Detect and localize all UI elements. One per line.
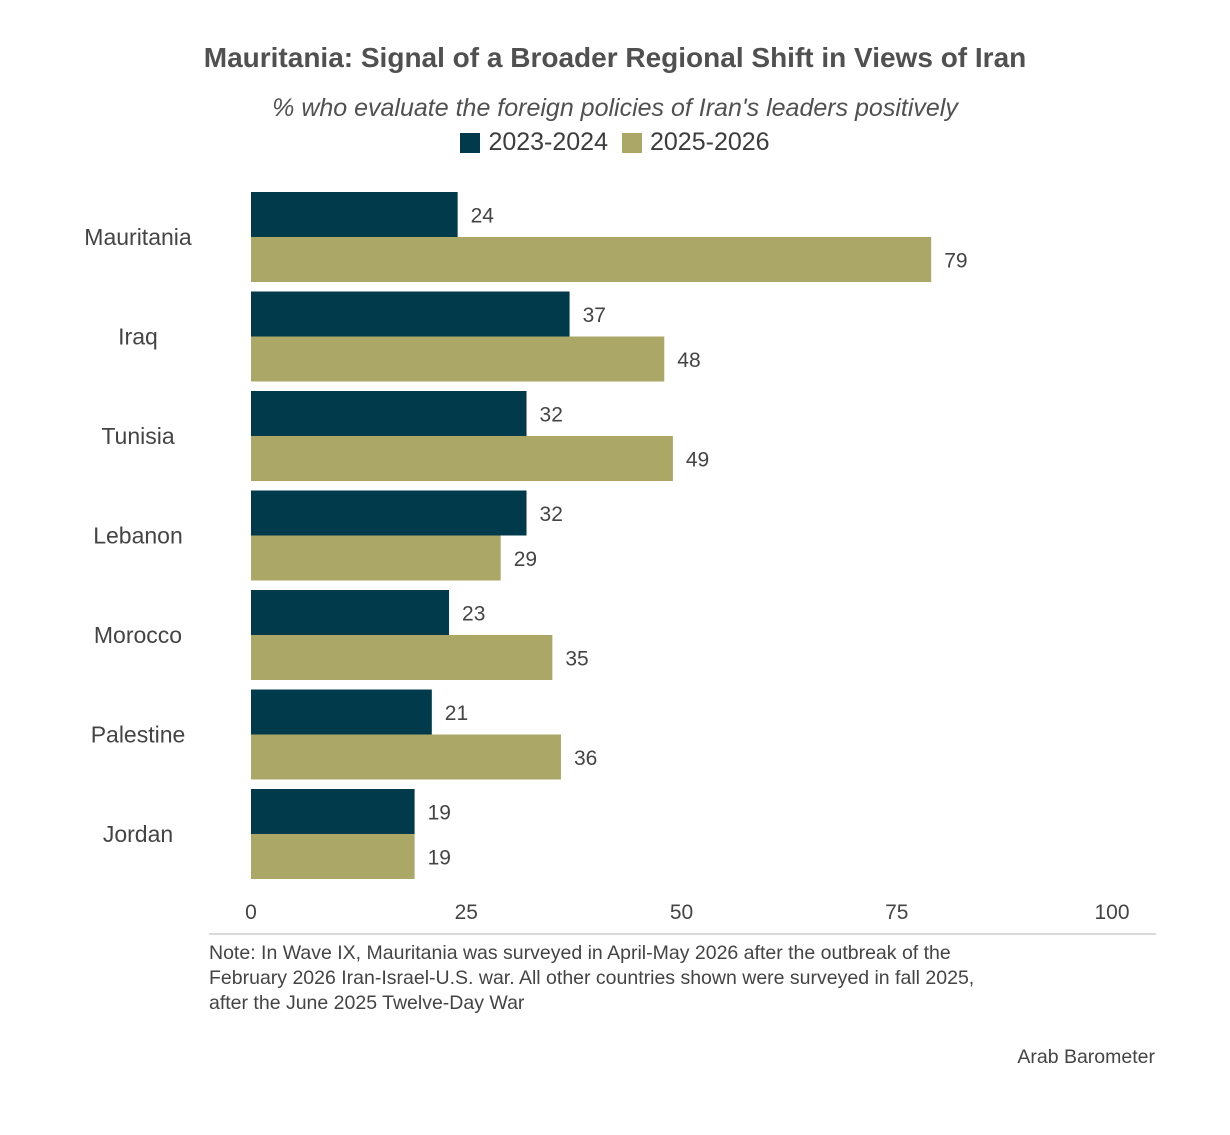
data-label-lebanon-2025-2026: 29 — [514, 548, 537, 571]
legend-swatch-2023-2024 — [460, 132, 481, 153]
x-tick-75: 75 — [885, 901, 908, 924]
x-tick-100: 100 — [1094, 901, 1129, 924]
data-label-morocco-2023-2024: 23 — [462, 603, 485, 626]
data-label-morocco-2025-2026: 35 — [565, 648, 588, 671]
note-line-3: after the June 2025 Twelve-Day War — [209, 992, 525, 1014]
bar-palestine-2025-2026 — [251, 734, 561, 780]
note-line-2: February 2026 Iran-Israel-U.S. war. All … — [209, 967, 975, 989]
data-label-palestine-2025-2026: 36 — [574, 747, 597, 770]
chart-subtitle: % who evaluate the foreign policies of I… — [272, 94, 958, 122]
data-label-jordan-2023-2024: 19 — [428, 802, 451, 825]
legend-item-2025-2026: 2025-2026 — [622, 128, 770, 157]
bar-iraq-2023-2024 — [251, 291, 570, 337]
bar-tunisia-2023-2024 — [251, 391, 527, 436]
legend-item-2023-2024: 2023-2024 — [460, 128, 608, 157]
bar-mauritania-2023-2024 — [251, 192, 458, 237]
category-label-lebanon: Lebanon — [93, 523, 183, 549]
data-label-mauritania-2023-2024: 24 — [471, 205, 495, 228]
bar-palestine-2023-2024 — [251, 689, 432, 735]
chart-note: Note: In Wave IX, Mauritania was surveye… — [209, 941, 1139, 1016]
legend-label-2023-2024: 2023-2024 — [488, 128, 608, 156]
data-label-iraq-2023-2024: 37 — [583, 304, 606, 327]
data-label-palestine-2023-2024: 21 — [445, 702, 468, 725]
category-label-tunisia: Tunisia — [101, 423, 174, 449]
bar-lebanon-2025-2026 — [251, 535, 501, 581]
bar-morocco-2025-2026 — [251, 635, 553, 680]
bar-mauritania-2025-2026 — [251, 237, 932, 282]
legend-swatch-2025-2026 — [622, 132, 642, 153]
data-label-tunisia-2025-2026: 49 — [686, 449, 709, 472]
bar-jordan-2023-2024 — [251, 789, 415, 834]
category-label-palestine: Palestine — [91, 722, 186, 748]
data-label-iraq-2025-2026: 48 — [677, 349, 700, 372]
bar-tunisia-2025-2026 — [251, 436, 673, 481]
data-label-mauritania-2025-2026: 79 — [944, 250, 967, 273]
legend: 2023-2024 2025-2026 — [0, 128, 1230, 157]
data-label-tunisia-2023-2024: 32 — [540, 404, 563, 427]
x-tick-50: 50 — [670, 901, 693, 924]
data-label-lebanon-2023-2024: 32 — [540, 503, 563, 526]
bar-morocco-2023-2024 — [251, 590, 450, 635]
category-label-iraq: Iraq — [118, 324, 158, 350]
category-label-jordan: Jordan — [103, 821, 173, 847]
legend-label-2025-2026: 2025-2026 — [650, 128, 770, 156]
category-label-mauritania: Mauritania — [84, 224, 192, 250]
x-tick-25: 25 — [455, 901, 478, 924]
chart-title: Mauritania: Signal of a Broader Regional… — [203, 42, 1027, 73]
category-label-morocco: Morocco — [94, 622, 182, 648]
bar-iraq-2025-2026 — [251, 336, 665, 382]
note-line-1: Note: In Wave IX, Mauritania was surveye… — [209, 942, 951, 964]
bar-lebanon-2023-2024 — [251, 490, 527, 536]
data-label-jordan-2025-2026: 19 — [428, 847, 451, 870]
x-tick-0: 0 — [245, 901, 257, 924]
bar-jordan-2025-2026 — [251, 834, 415, 879]
source-credit: Arab Barometer — [1017, 1046, 1155, 1068]
